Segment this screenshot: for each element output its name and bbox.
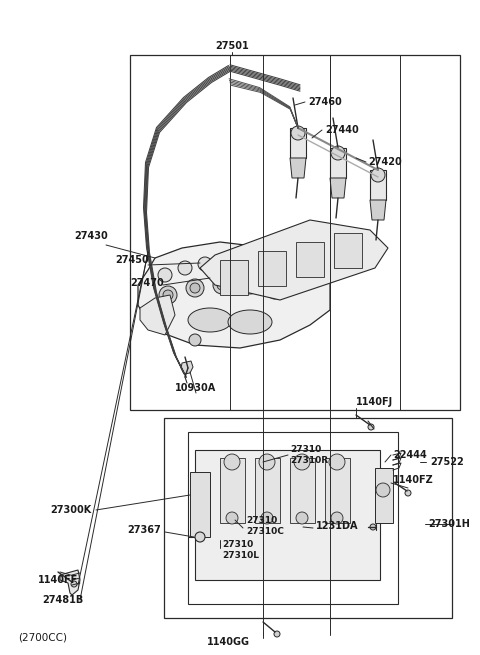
Circle shape bbox=[296, 512, 308, 524]
Bar bbox=[290, 128, 306, 158]
Circle shape bbox=[213, 276, 231, 294]
Circle shape bbox=[186, 279, 204, 297]
Circle shape bbox=[159, 286, 177, 304]
Circle shape bbox=[331, 512, 343, 524]
Circle shape bbox=[190, 283, 200, 293]
Circle shape bbox=[370, 524, 376, 530]
Text: 27310
27310R: 27310 27310R bbox=[290, 445, 328, 464]
Circle shape bbox=[329, 454, 345, 470]
Text: 27301H: 27301H bbox=[428, 519, 470, 529]
Text: 27522: 27522 bbox=[430, 457, 464, 467]
Bar bbox=[220, 260, 248, 295]
Bar bbox=[290, 458, 315, 523]
Bar bbox=[296, 242, 324, 277]
Circle shape bbox=[294, 454, 310, 470]
Bar bbox=[370, 170, 386, 200]
Circle shape bbox=[189, 334, 201, 346]
Bar bbox=[375, 468, 393, 523]
Text: 1231DA: 1231DA bbox=[316, 521, 359, 531]
Circle shape bbox=[245, 280, 255, 290]
Circle shape bbox=[261, 512, 273, 524]
Bar bbox=[258, 251, 286, 286]
Text: 27367: 27367 bbox=[127, 525, 161, 535]
Circle shape bbox=[266, 281, 284, 299]
Circle shape bbox=[241, 276, 259, 294]
Polygon shape bbox=[290, 158, 306, 178]
Bar bbox=[195, 450, 380, 580]
Text: 27430: 27430 bbox=[74, 231, 108, 241]
Circle shape bbox=[224, 454, 240, 470]
Circle shape bbox=[274, 631, 280, 637]
Text: 27470: 27470 bbox=[130, 278, 164, 288]
Bar bbox=[334, 233, 362, 268]
Circle shape bbox=[195, 532, 205, 542]
Ellipse shape bbox=[188, 308, 232, 332]
Bar bbox=[190, 472, 210, 537]
Polygon shape bbox=[370, 200, 386, 220]
Text: 27501: 27501 bbox=[215, 41, 249, 51]
Bar bbox=[164, 418, 452, 618]
Text: 27310
27310C: 27310 27310C bbox=[246, 516, 284, 536]
Polygon shape bbox=[60, 570, 80, 595]
Text: 27460: 27460 bbox=[308, 97, 342, 107]
Bar bbox=[188, 432, 398, 604]
Circle shape bbox=[163, 290, 173, 300]
Text: (2700CC): (2700CC) bbox=[18, 633, 67, 643]
Text: 27440: 27440 bbox=[325, 125, 359, 135]
Text: 27450: 27450 bbox=[115, 255, 149, 265]
Bar bbox=[330, 148, 346, 178]
Circle shape bbox=[158, 268, 172, 282]
Circle shape bbox=[238, 258, 252, 272]
Text: 10930A: 10930A bbox=[175, 383, 216, 393]
Circle shape bbox=[270, 285, 280, 295]
Polygon shape bbox=[200, 220, 388, 300]
Ellipse shape bbox=[228, 310, 272, 334]
Circle shape bbox=[376, 483, 390, 497]
Polygon shape bbox=[140, 295, 175, 335]
Circle shape bbox=[218, 256, 232, 270]
Circle shape bbox=[368, 424, 374, 430]
Circle shape bbox=[71, 581, 77, 587]
Bar bbox=[220, 458, 245, 523]
Text: 1140FZ: 1140FZ bbox=[393, 475, 434, 485]
Circle shape bbox=[198, 257, 212, 271]
Circle shape bbox=[371, 168, 385, 182]
Circle shape bbox=[291, 126, 305, 140]
Text: 1140FF: 1140FF bbox=[38, 575, 78, 585]
Polygon shape bbox=[330, 178, 346, 198]
Circle shape bbox=[405, 490, 411, 496]
Polygon shape bbox=[138, 242, 330, 348]
Text: 27310
27310L: 27310 27310L bbox=[222, 540, 259, 560]
Circle shape bbox=[226, 512, 238, 524]
Bar bbox=[130, 55, 460, 410]
Text: 27300K: 27300K bbox=[50, 505, 91, 515]
Text: 27420: 27420 bbox=[368, 157, 402, 167]
Text: 22444: 22444 bbox=[393, 450, 427, 460]
Bar bbox=[325, 458, 350, 523]
Circle shape bbox=[331, 146, 345, 160]
Polygon shape bbox=[181, 361, 193, 374]
Text: 27481B: 27481B bbox=[42, 595, 83, 605]
Circle shape bbox=[258, 263, 272, 277]
Circle shape bbox=[259, 454, 275, 470]
Circle shape bbox=[217, 280, 227, 290]
Bar bbox=[255, 458, 280, 523]
Text: 1140FJ: 1140FJ bbox=[356, 397, 393, 407]
Text: 1140GG: 1140GG bbox=[206, 637, 250, 647]
Circle shape bbox=[178, 261, 192, 275]
